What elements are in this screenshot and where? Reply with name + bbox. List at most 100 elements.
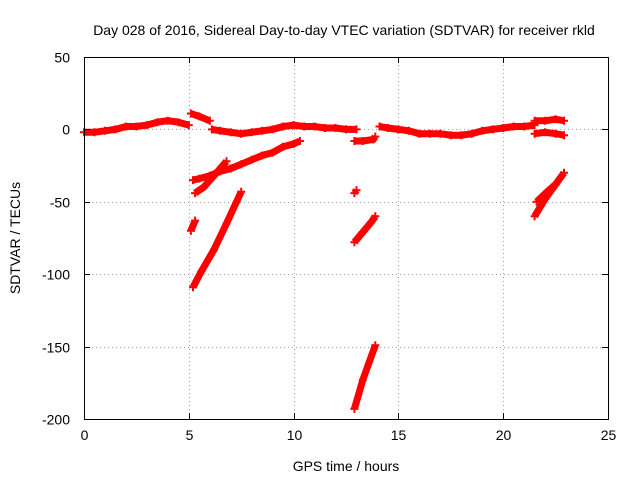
data-point [331,124,340,132]
data-point [207,125,216,134]
data-point [467,129,476,138]
data-point [210,245,218,254]
data-point [186,226,195,235]
data-point [499,124,508,132]
data-point [237,160,246,169]
data-point [186,109,195,118]
data-point [226,164,235,173]
data-point [210,171,218,180]
data-point [457,131,466,140]
data-point [541,128,550,137]
data-point [101,126,109,135]
data-point [350,238,359,247]
series-track [193,159,230,196]
y-tick-label: -100 [42,267,70,283]
data-point [195,112,204,121]
series-near-zero-band-E [375,121,539,140]
data-point [237,187,246,196]
data-point [295,137,304,145]
data-point [342,125,350,134]
data-point [446,131,455,140]
y-tick-label: -150 [42,340,70,356]
series-near-zero-band-G [530,128,568,140]
data-point [551,180,560,189]
series-track [534,128,565,139]
data-point [352,186,361,195]
data-point [268,125,277,134]
data-point [191,216,200,225]
series-track [378,121,536,139]
series-near-zero-band-B [186,109,214,125]
data-point [195,174,204,183]
data-point [321,124,329,132]
data-point [532,197,541,206]
data-point [163,116,172,125]
data-point [530,116,539,125]
series-declining-arc-8 [530,168,568,221]
data-point [247,155,256,164]
data-point [289,121,298,130]
y-axis-label: SDTVAR / TECUs [7,182,23,294]
data-point [199,183,208,192]
series-declining-arc-4 [189,187,246,292]
data-point [300,122,309,131]
series-declining-arc-5 [350,212,380,247]
gridlines [84,57,608,419]
data-points [80,109,568,413]
series-declining-arc-6 [350,186,361,198]
series-near-zero-band-A [80,116,193,137]
data-point [222,219,231,228]
data-point [216,126,225,135]
data-point [191,189,200,198]
x-tick-label: 25 [601,427,617,443]
data-point [205,116,214,125]
data-point [289,139,298,148]
data-point [153,118,162,127]
chart-title: Day 028 of 2016, Sidereal Day-to-day VTE… [93,22,595,38]
data-point [371,212,380,221]
data-point [436,129,445,138]
data-point [358,375,367,384]
data-point [551,115,560,124]
data-point [560,168,568,177]
x-axis-label: GPS time / hours [293,458,400,474]
data-point [371,132,380,141]
data-point [530,212,539,221]
series-track [351,214,379,245]
series-near-zero-band-F [530,115,568,125]
data-point [226,128,235,137]
data-point [541,116,550,125]
data-point [551,129,560,138]
data-point [189,283,197,292]
data-point [367,218,376,227]
series-declining-arc-1 [189,137,304,185]
axis-ticks: 0 5 10 15 20 25 50 0 -50 -100 -150 -200 [42,50,617,444]
data-point [268,148,277,157]
x-tick-label: 15 [391,427,407,443]
data-point [358,137,367,145]
series-track [189,190,245,289]
series-near-zero-band-C [207,121,361,138]
series-declining-arc-3 [186,216,200,235]
data-point [352,125,361,134]
x-tick-label: 10 [287,427,303,443]
series-track [534,115,565,125]
data-point [258,151,267,160]
data-point [560,131,568,140]
data-point [394,125,403,134]
series-declining-arc-9 [532,180,560,206]
data-point [132,122,141,131]
data-point [142,121,151,130]
data-point [383,124,392,132]
data-point [530,129,539,138]
data-point [415,129,424,138]
x-tick-label: 20 [496,427,512,443]
data-point [121,122,130,131]
data-point [279,122,288,131]
data-point [478,126,487,135]
data-point [184,121,193,130]
y-tick-label: -200 [42,412,70,428]
series-declining-arc-7 [350,341,380,413]
data-point [279,142,288,151]
